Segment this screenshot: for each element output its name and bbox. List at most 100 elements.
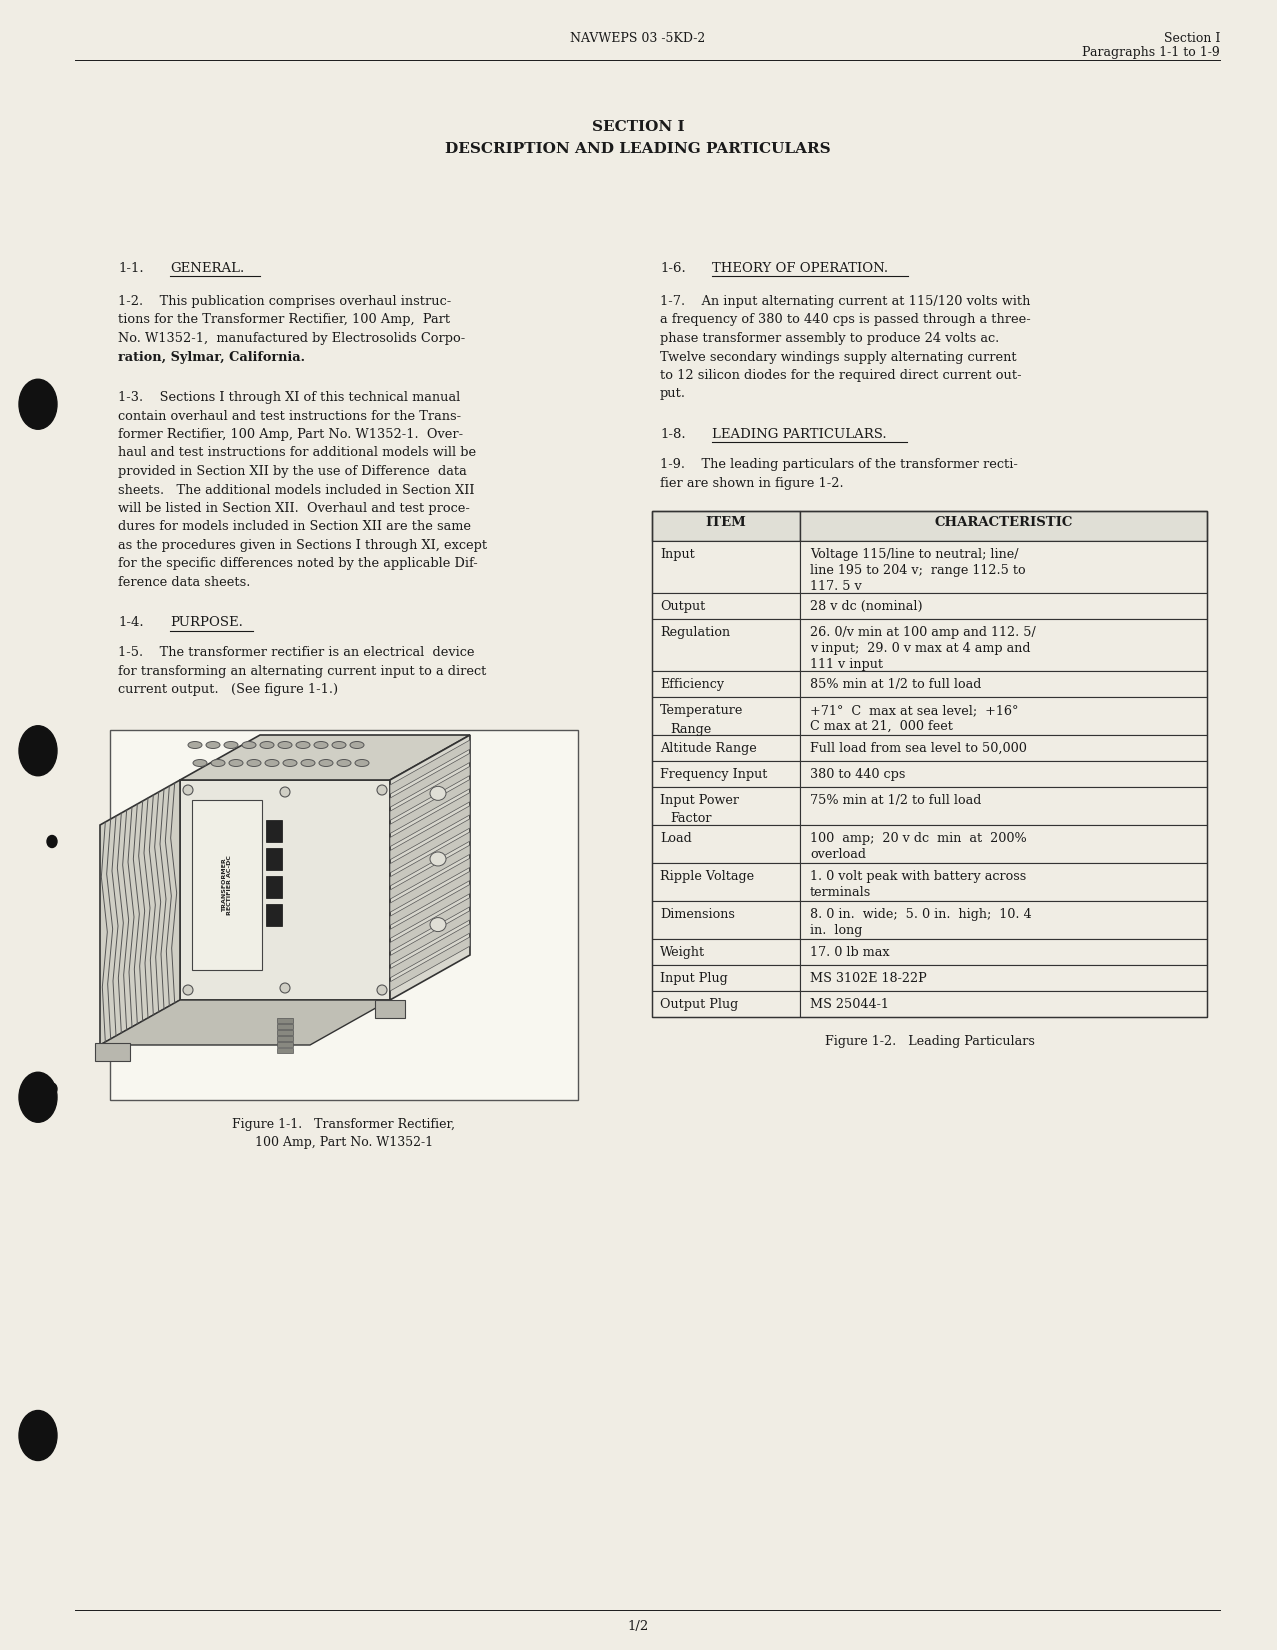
Text: LEADING PARTICULARS.: LEADING PARTICULARS. xyxy=(713,427,886,441)
Polygon shape xyxy=(389,924,470,978)
Ellipse shape xyxy=(229,759,243,767)
Ellipse shape xyxy=(47,1082,57,1096)
Ellipse shape xyxy=(430,851,446,866)
Text: THEORY OF OPERATION.: THEORY OF OPERATION. xyxy=(713,262,888,276)
Ellipse shape xyxy=(261,741,275,749)
Text: Efficiency: Efficiency xyxy=(660,678,724,691)
Text: ITEM: ITEM xyxy=(706,516,746,530)
Bar xyxy=(799,863,1207,901)
Bar xyxy=(799,992,1207,1016)
Polygon shape xyxy=(389,734,470,1000)
Bar xyxy=(94,1043,130,1061)
Text: Frequency Input: Frequency Input xyxy=(660,767,767,780)
Text: ration, Sylmar, California.: ration, Sylmar, California. xyxy=(117,350,305,363)
Text: v input;  29. 0 v max at 4 amp and: v input; 29. 0 v max at 4 amp and xyxy=(810,642,1031,655)
Text: 1-6.: 1-6. xyxy=(660,262,686,276)
Bar xyxy=(180,780,389,1000)
Text: will be listed in Section XII.  Overhaul and test proce-: will be listed in Section XII. Overhaul … xyxy=(117,502,470,515)
Text: dures for models included in Section XII are the same: dures for models included in Section XII… xyxy=(117,520,471,533)
Ellipse shape xyxy=(314,741,328,749)
Bar xyxy=(799,787,1207,825)
Text: 100  amp;  20 v dc  min  at  200%: 100 amp; 20 v dc min at 200% xyxy=(810,832,1027,845)
Text: put.: put. xyxy=(660,388,686,401)
Ellipse shape xyxy=(243,741,255,749)
Bar xyxy=(653,863,799,901)
Ellipse shape xyxy=(296,741,310,749)
Text: 1-8.: 1-8. xyxy=(660,427,686,441)
Text: +71°  C  max at sea level;  +16°: +71° C max at sea level; +16° xyxy=(810,705,1019,718)
Ellipse shape xyxy=(332,741,346,749)
Text: 111 v input: 111 v input xyxy=(810,658,882,672)
Text: 85% min at 1/2 to full load: 85% min at 1/2 to full load xyxy=(810,678,982,691)
Polygon shape xyxy=(389,832,470,886)
Text: Temperature: Temperature xyxy=(660,705,743,718)
Polygon shape xyxy=(389,898,470,952)
Text: DESCRIPTION AND LEADING PARTICULARS: DESCRIPTION AND LEADING PARTICULARS xyxy=(446,142,831,157)
Ellipse shape xyxy=(337,759,351,767)
Polygon shape xyxy=(180,734,470,780)
Polygon shape xyxy=(389,752,470,807)
Text: Load: Load xyxy=(660,832,692,845)
Text: Input Power: Input Power xyxy=(660,794,739,807)
Ellipse shape xyxy=(350,741,364,749)
Text: 1. 0 volt peak with battery across: 1. 0 volt peak with battery across xyxy=(810,870,1027,883)
Polygon shape xyxy=(389,911,470,965)
Text: 380 to 440 cps: 380 to 440 cps xyxy=(810,767,905,780)
Text: 1-2.    This publication comprises overhaul instruc-: 1-2. This publication comprises overhaul… xyxy=(117,295,451,309)
Text: Figure 1-2.   Leading Particulars: Figure 1-2. Leading Particulars xyxy=(825,1035,1034,1048)
Text: overload: overload xyxy=(810,848,866,861)
Bar xyxy=(799,901,1207,939)
Polygon shape xyxy=(389,871,470,926)
Text: ference data sheets.: ference data sheets. xyxy=(117,576,250,589)
Bar xyxy=(799,592,1207,619)
Polygon shape xyxy=(389,739,470,794)
Ellipse shape xyxy=(223,741,238,749)
Bar xyxy=(277,1030,292,1035)
Ellipse shape xyxy=(355,759,369,767)
Text: as the procedures given in Sections I through XI, except: as the procedures given in Sections I th… xyxy=(117,540,487,553)
Ellipse shape xyxy=(211,759,225,767)
Bar xyxy=(277,1025,292,1030)
Text: 117. 5 v: 117. 5 v xyxy=(810,581,862,592)
Bar xyxy=(653,734,799,761)
Text: to 12 silicon diodes for the required direct current out-: to 12 silicon diodes for the required di… xyxy=(660,370,1022,383)
Text: No. W1352-1,  manufactured by Electrosolids Corpo-: No. W1352-1, manufactured by Electrosoli… xyxy=(117,332,465,345)
Text: for the specific differences noted by the applicable Dif-: for the specific differences noted by th… xyxy=(117,558,478,571)
Polygon shape xyxy=(389,858,470,912)
Text: haul and test instructions for additional models will be: haul and test instructions for additiona… xyxy=(117,447,476,459)
Polygon shape xyxy=(100,1000,389,1044)
Text: 17. 0 lb max: 17. 0 lb max xyxy=(810,945,890,959)
Text: Weight: Weight xyxy=(660,945,705,959)
Bar xyxy=(799,939,1207,965)
Ellipse shape xyxy=(206,741,220,749)
Text: for transforming an alternating current input to a direct: for transforming an alternating current … xyxy=(117,665,487,678)
Text: CHARACTERISTIC: CHARACTERISTIC xyxy=(935,516,1073,530)
Ellipse shape xyxy=(301,759,315,767)
Text: Input: Input xyxy=(660,548,695,561)
Text: MS 25044-1: MS 25044-1 xyxy=(810,998,889,1011)
Bar xyxy=(653,619,799,672)
Text: 1-4.: 1-4. xyxy=(117,617,143,630)
Ellipse shape xyxy=(283,759,298,767)
Bar xyxy=(799,512,1207,541)
Bar xyxy=(653,825,799,863)
Text: a frequency of 380 to 440 cps is passed through a three-: a frequency of 380 to 440 cps is passed … xyxy=(660,314,1031,327)
Polygon shape xyxy=(389,818,470,873)
Polygon shape xyxy=(100,780,180,1044)
Bar xyxy=(799,734,1207,761)
Text: Full load from sea level to 50,000: Full load from sea level to 50,000 xyxy=(810,742,1027,756)
Text: sheets.   The additional models included in Section XII: sheets. The additional models included i… xyxy=(117,483,475,497)
Ellipse shape xyxy=(280,983,290,993)
Bar xyxy=(799,696,1207,734)
Text: phase transformer assembly to produce 24 volts ac.: phase transformer assembly to produce 24… xyxy=(660,332,999,345)
Bar xyxy=(799,672,1207,696)
Text: GENERAL.: GENERAL. xyxy=(170,262,244,276)
Bar xyxy=(266,848,282,870)
Bar xyxy=(277,1018,292,1023)
Polygon shape xyxy=(389,779,470,833)
Ellipse shape xyxy=(266,759,278,767)
Polygon shape xyxy=(389,792,470,846)
Bar xyxy=(375,1000,405,1018)
Text: Voltage 115/line to neutral; line/: Voltage 115/line to neutral; line/ xyxy=(810,548,1019,561)
Text: 26. 0/v min at 100 amp and 112. 5/: 26. 0/v min at 100 amp and 112. 5/ xyxy=(810,625,1036,639)
